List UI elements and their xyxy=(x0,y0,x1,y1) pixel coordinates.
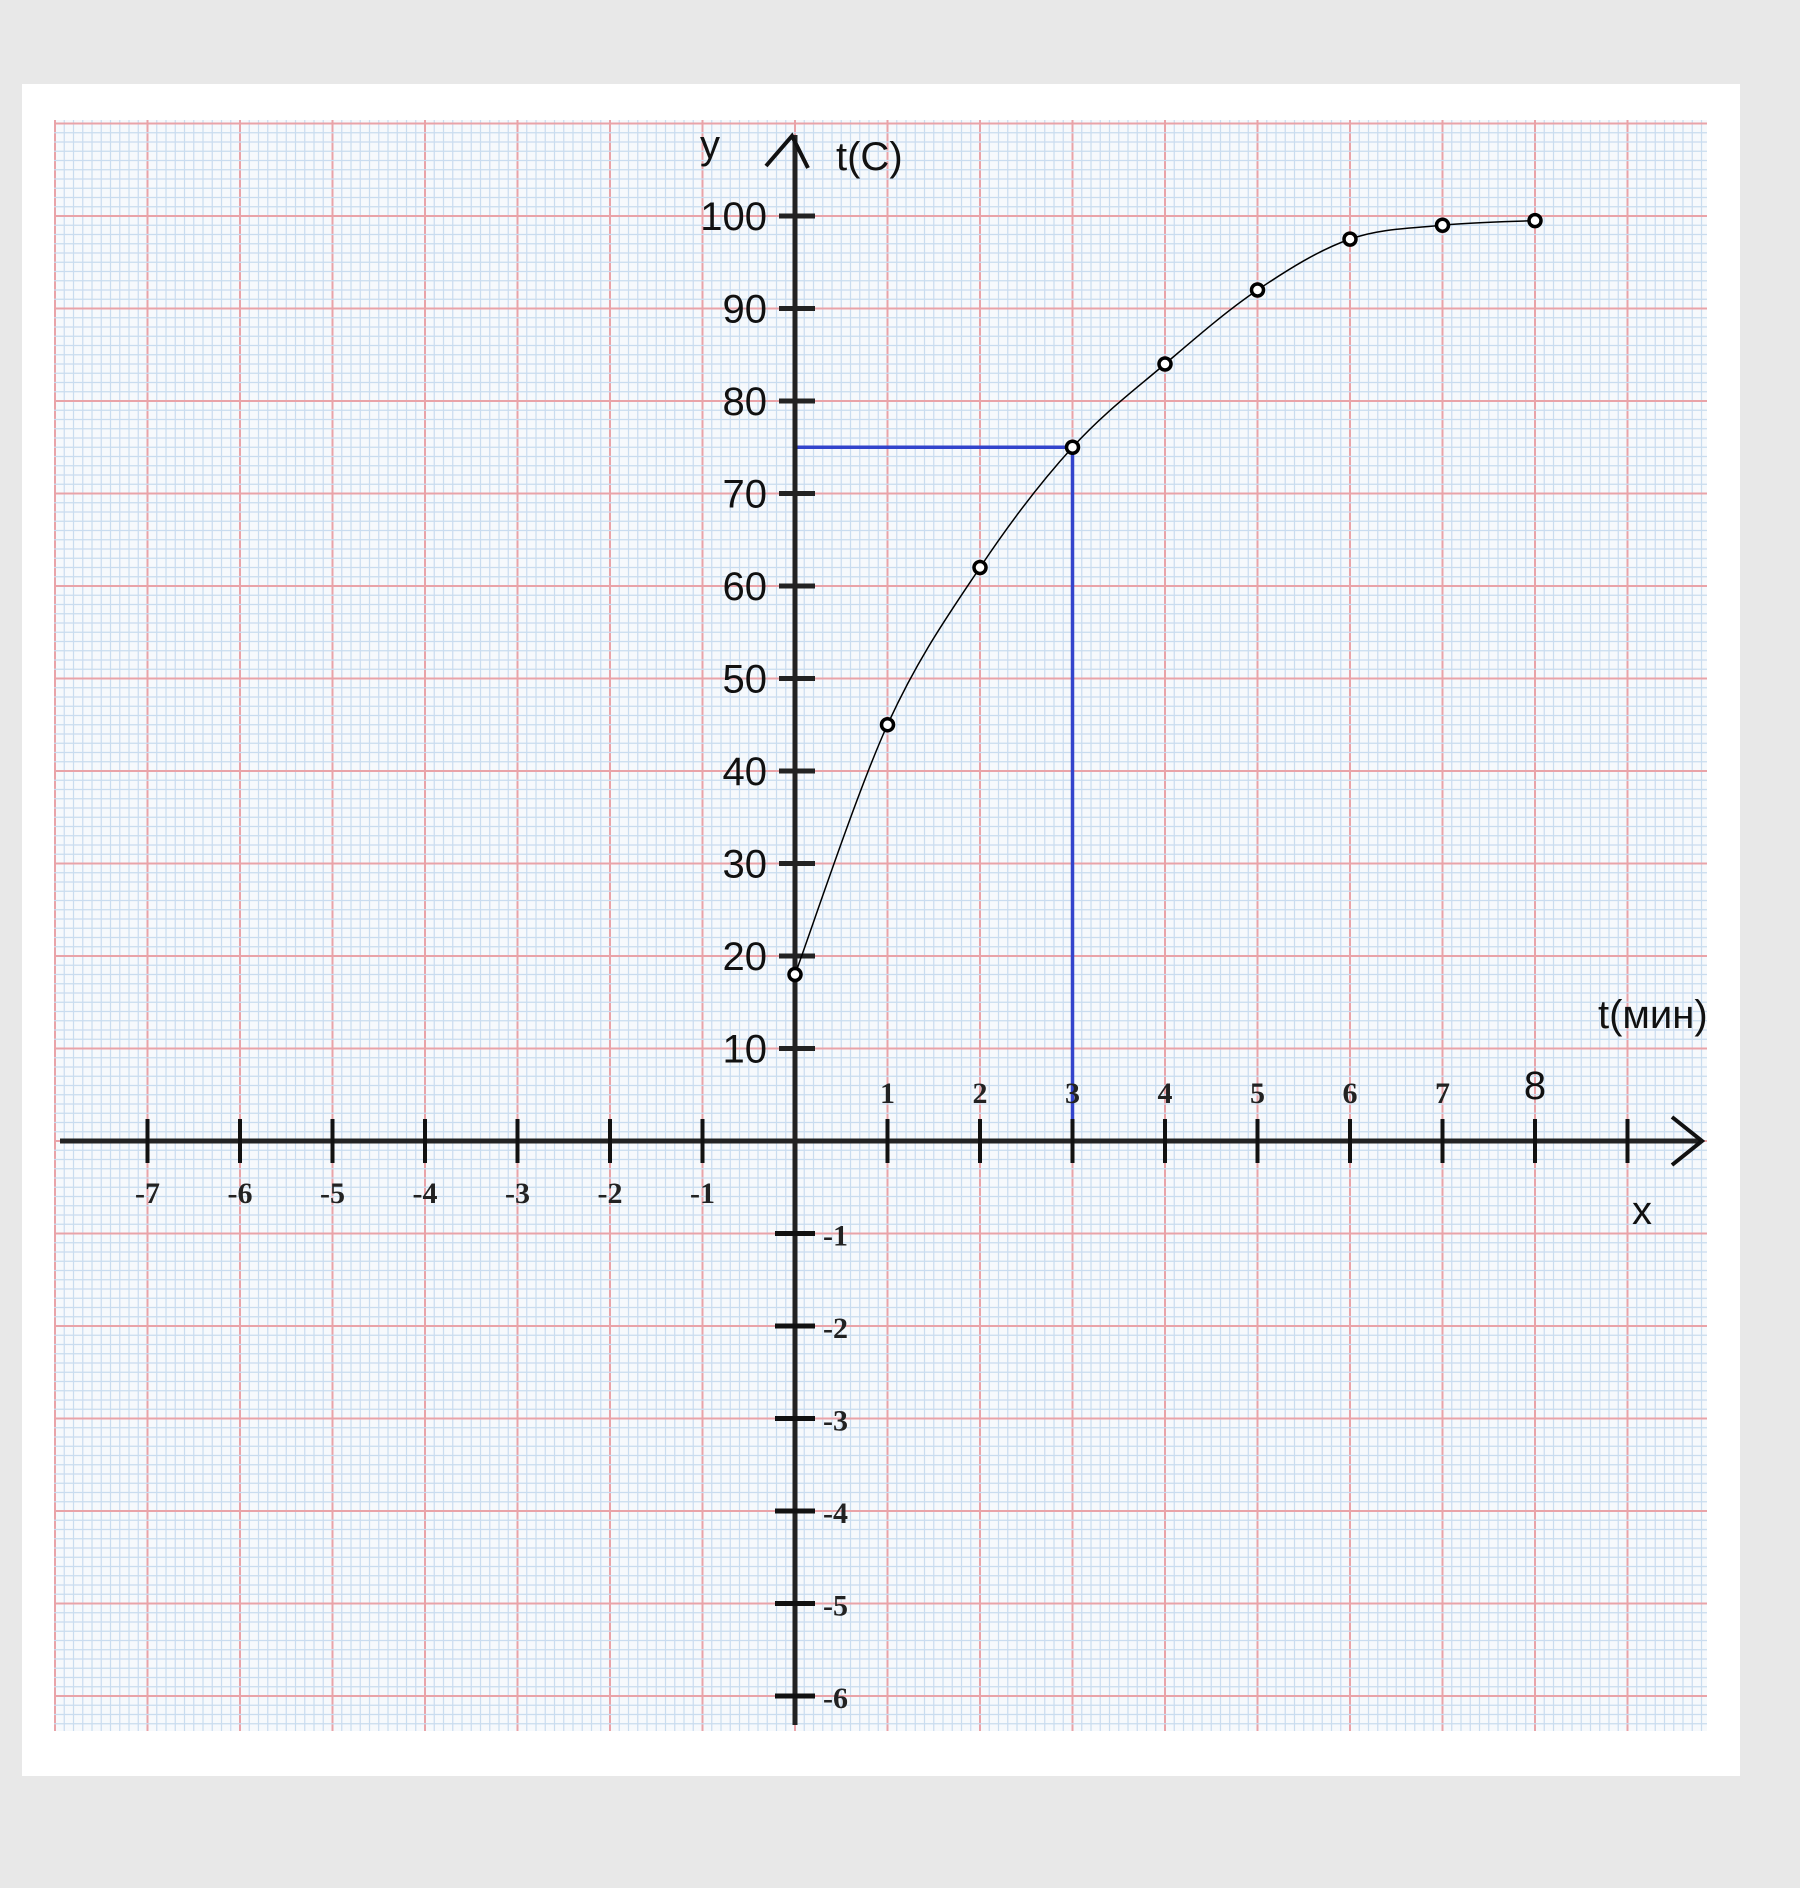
x-tick-label: 7 xyxy=(1435,1077,1450,1110)
y-tick-label: 30 xyxy=(723,843,768,887)
x-tick-label: 5 xyxy=(1250,1077,1265,1110)
data-point xyxy=(1249,282,1266,298)
x-unit-label: t(мин) xyxy=(1598,993,1708,1037)
y-tick-label: 90 xyxy=(723,288,768,332)
y-tick-label: 60 xyxy=(723,565,768,609)
x-tick-label: 6 xyxy=(1343,1077,1358,1110)
data-point xyxy=(1527,212,1543,229)
y-tick-label: 80 xyxy=(723,380,768,424)
x-tick-label: 1 xyxy=(880,1077,895,1110)
y-tick-label: -3 xyxy=(823,1405,848,1438)
x-tick-label: -5 xyxy=(320,1177,345,1210)
y-tick-label: -1 xyxy=(823,1220,848,1253)
x-tick-label: -2 xyxy=(598,1177,623,1210)
y-tick-label: 70 xyxy=(723,473,768,517)
x-tick-label: 4 xyxy=(1158,1077,1173,1110)
x-tick-label: -1 xyxy=(690,1177,715,1210)
x-axis-arrow xyxy=(1670,1115,1706,1167)
data-point xyxy=(879,717,896,733)
data-point xyxy=(787,966,803,983)
tick-labels: -7 -6 -5 -4 -3 -2 -1 1 2 3 4 5 6 7 8 10 20 30 40 50 60 70 80 90… xyxy=(135,195,1546,1715)
x-tick-label: 2 xyxy=(973,1077,988,1110)
axes xyxy=(60,132,1706,1725)
y-tick-label: 20 xyxy=(723,935,768,979)
x-tick-label: -4 xyxy=(413,1177,438,1210)
x-tick-label: 3 xyxy=(1065,1077,1080,1110)
y-tick-label: -6 xyxy=(823,1682,848,1715)
x-axis-label: x xyxy=(1632,1189,1652,1233)
x-tick-label: -3 xyxy=(505,1177,530,1210)
data-point xyxy=(972,559,988,576)
y-unit-label: t(C) xyxy=(836,135,903,179)
x-tick-label: -6 xyxy=(228,1177,253,1210)
y-axis-label: y xyxy=(700,123,720,167)
y-tick-label: 10 xyxy=(723,1028,768,1072)
y-tick-label: -2 xyxy=(823,1312,848,1345)
data-series xyxy=(787,212,1543,983)
paper xyxy=(54,120,1707,1731)
guide-lines xyxy=(795,445,1075,1141)
y-tick-label: 100 xyxy=(700,195,767,239)
y-tick-label: -4 xyxy=(823,1497,848,1530)
data-point xyxy=(1342,231,1358,247)
y-axis-arrow xyxy=(764,132,810,169)
data-point xyxy=(1064,439,1081,455)
graph-paper-grid xyxy=(54,120,1707,1731)
data-point xyxy=(1157,356,1173,372)
x-tick-label: 8 xyxy=(1524,1064,1546,1108)
y-tick-label: 40 xyxy=(723,750,768,794)
y-tick-label: 50 xyxy=(723,658,768,702)
data-point xyxy=(1434,217,1451,233)
y-tick-label: -5 xyxy=(823,1590,848,1623)
x-tick-label: -7 xyxy=(135,1177,160,1210)
